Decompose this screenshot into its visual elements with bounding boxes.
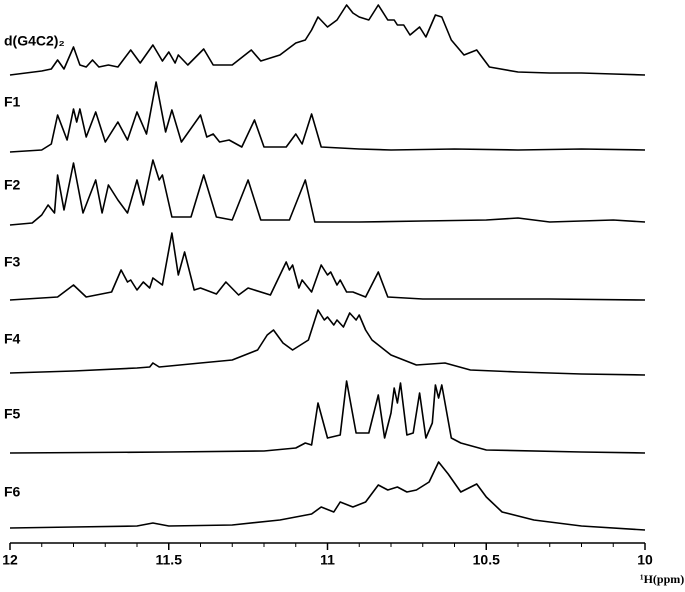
x-tick-label: 11.5 [156,552,183,568]
spectrum-line [9,81,646,153]
x-tick-label: 11 [320,552,335,568]
series-label: d(G4C2)₂ [4,33,65,49]
spectrum-line [9,232,646,301]
spectrum-line [9,309,646,376]
x-axis-label: ¹H(ppm) [640,572,684,586]
x-tick-label: 10.5 [473,552,500,568]
spectrum-line [9,461,646,531]
series-label: F3 [4,254,21,270]
series-label: F1 [4,94,21,110]
spectrum-line [9,159,646,226]
x-tick-label: 10 [637,552,653,568]
series-label: F4 [4,331,21,347]
series-label: F2 [4,177,21,193]
spectrum-line [9,4,646,76]
x-tick-label: 12 [2,552,18,568]
series-label: F6 [4,484,21,500]
series-label: F5 [4,406,21,422]
spectrum-line [9,380,646,454]
